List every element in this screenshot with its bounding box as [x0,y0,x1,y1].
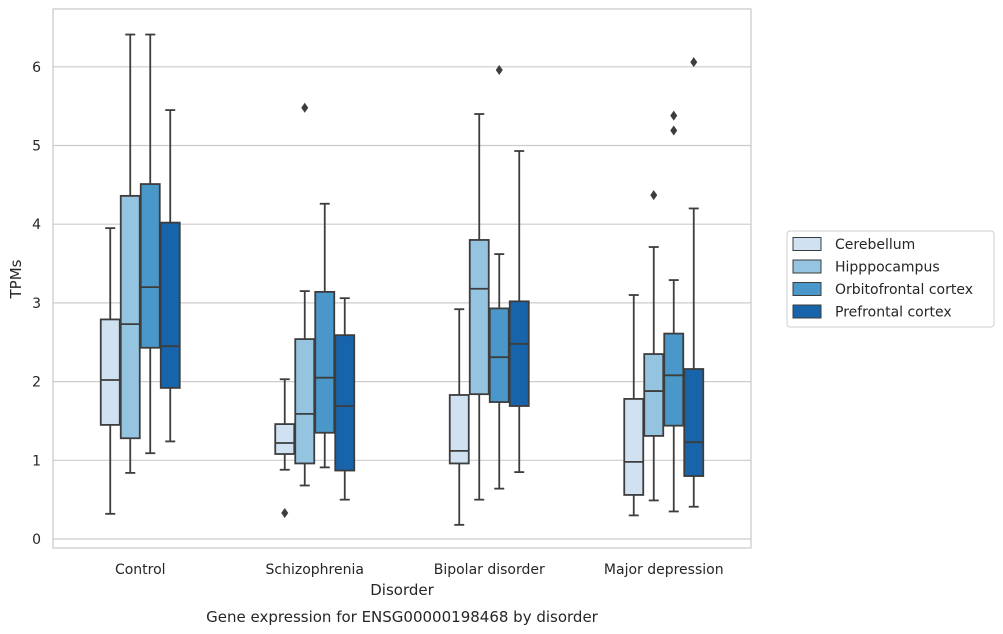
box-iqr [683,368,705,477]
y-axis-label: TPMs [7,259,25,299]
box-2-2 [488,64,510,490]
box-iqr [334,334,356,472]
y-tick-label: 6 [32,60,41,76]
box-1-3 [643,190,665,502]
y-tick-label: 4 [32,217,41,233]
legend: Cerebellum Hipppocampus Orbitofrontal cort… [786,230,995,328]
box-iqr [139,183,161,349]
box-iqr [448,394,470,465]
box-1-0 [119,33,141,474]
legend-label: Cerebellum [835,237,915,253]
box-1-2 [468,113,490,501]
box-3-1 [334,297,356,501]
x-tick-label: Major depression [604,562,724,578]
box-iqr [294,338,316,465]
x-tick-label: Control [115,562,166,578]
box-0-3 [623,294,645,517]
y-tick-label: 0 [32,532,41,548]
series-orbitofrontal-cortex [139,33,685,513]
legend-frame [786,230,995,328]
series-prefrontal-cortex [159,57,705,508]
box-iqr [663,332,685,427]
box-1-1 [294,102,316,487]
plot-area-frame [52,8,752,549]
box-iqr [508,300,530,407]
y-tick-labels: 0 1 2 3 4 5 6 [32,60,41,548]
box-iqr [119,194,141,440]
box-iqr [274,423,296,455]
outlier-point [670,110,678,121]
box-0-0 [99,227,121,515]
box-0-2 [448,308,470,526]
series-cerebellum [99,227,645,526]
legend-label: Hipppocampus [835,260,940,276]
box-iqr [159,221,181,389]
box-iqr [623,398,645,496]
outlier-point [690,57,698,68]
x-tick-labels: Control Schizophrenia Bipolar disorder Majo… [115,562,724,578]
outlier-point [670,125,678,136]
legend-label: Prefrontal cortex [835,305,952,321]
box-iqr [643,353,665,437]
outlier-point [281,508,289,519]
box-3-3 [683,57,705,508]
legend-swatch [792,304,822,319]
box-2-1 [314,202,336,469]
box-series [99,33,705,526]
x-tick-label: Schizophrenia [266,562,364,578]
box-iqr [99,318,121,426]
legend-label: Orbitofrontal cortex [835,282,973,298]
x-tick-label: Bipolar disorder [434,562,545,578]
chart-caption: Gene expression for ENSG00000198468 by d… [206,608,599,626]
box-2-3 [663,110,685,513]
y-tick-label: 2 [32,375,41,391]
box-3-0 [159,109,181,443]
legend-swatch [792,237,822,251]
box-3-2 [508,150,530,474]
y-tick-label: 5 [32,139,41,155]
box-iqr [314,290,336,434]
x-axis-label: Disorder [370,581,434,599]
outlier-point [495,64,503,75]
box-0-1 [274,378,296,519]
outlier-point [650,190,658,201]
outlier-point [301,102,309,113]
box-iqr [488,307,510,403]
series-hipppocampus [119,33,665,502]
legend-swatch [792,259,822,274]
box-2-0 [139,33,161,455]
box-iqr [468,239,490,396]
legend-swatch [792,282,822,296]
y-tick-label: 3 [32,296,41,312]
y-tick-label: 1 [32,453,41,469]
